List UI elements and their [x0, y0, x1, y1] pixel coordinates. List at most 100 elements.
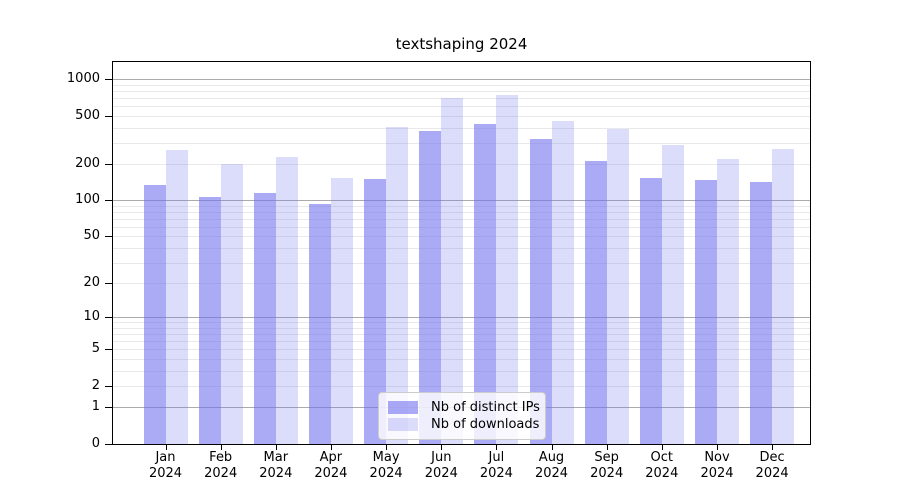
x-tick-month: Apr	[319, 450, 343, 465]
x-tick-month: Mar	[263, 450, 289, 465]
gridline-major	[113, 200, 810, 202]
bar-mar-downloads	[275, 157, 298, 444]
bar-jan-downloads	[165, 150, 188, 444]
x-tick-year: 2024	[700, 466, 734, 481]
gridline-minor	[113, 115, 810, 117]
gridline-minor	[113, 283, 810, 285]
gridline-minor	[113, 226, 810, 228]
x-tick-label: Jul 2024	[461, 450, 531, 482]
x-tick-mark	[717, 444, 718, 450]
gridline-major	[113, 79, 810, 81]
bar-may-distinct-ips	[364, 179, 387, 444]
x-tick-mark	[661, 444, 663, 450]
x-tick-mark	[496, 444, 498, 450]
x-tick-mark	[165, 444, 167, 450]
y-tick-label: 20	[83, 275, 100, 291]
x-tick-label: Mar 2024	[241, 450, 311, 482]
chart-title: textshaping 2024	[395, 35, 528, 53]
legend-item-distinct-ips: Nb of distinct IPs	[388, 400, 540, 415]
bar-jan-distinct-ips	[143, 184, 166, 444]
x-tick-year: 2024	[534, 466, 569, 481]
x-tick-label: Nov 2024	[682, 450, 752, 482]
x-tick-label: Aug 2024	[517, 450, 587, 482]
gridline-minor	[113, 359, 810, 360]
x-tick-year: 2024	[479, 466, 513, 481]
x-tick-month: Aug	[538, 450, 565, 465]
bar-nov-downloads	[717, 159, 739, 444]
bar-dec-downloads	[772, 149, 795, 444]
x-tick-mark	[220, 444, 222, 450]
y-tick-label: 5	[91, 341, 100, 357]
bar-may-downloads	[386, 126, 409, 444]
legend-swatch-distinct-ips	[388, 401, 418, 414]
x-tick-label: Sep 2024	[572, 450, 642, 482]
bar-oct-distinct-ips	[639, 177, 662, 444]
gridline-minor	[113, 91, 810, 92]
gridline-minor	[113, 164, 810, 165]
x-tick-month: Nov	[704, 450, 730, 465]
legend-item-downloads: Nb of downloads	[388, 417, 539, 432]
bar-jul-downloads	[496, 95, 519, 444]
y-tick-mark	[105, 236, 112, 238]
bar-feb-downloads	[220, 164, 243, 444]
x-tick-year: 2024	[424, 466, 458, 481]
x-tick-month: May	[372, 450, 400, 465]
x-tick-month: Jul	[488, 450, 505, 465]
gridline-minor	[113, 98, 810, 99]
bar-aug-distinct-ips	[529, 139, 552, 444]
x-tick-year: 2024	[590, 466, 624, 481]
gridline-minor	[113, 142, 810, 144]
bar-mar-distinct-ips	[253, 193, 276, 444]
x-tick-label: Jan 2024	[131, 450, 201, 482]
x-tick-month: Feb	[209, 450, 233, 465]
y-tick-label: 0	[91, 436, 100, 451]
gridline-minor	[113, 106, 810, 108]
gridline-minor	[113, 322, 810, 324]
y-tick-mark	[105, 317, 112, 319]
x-tick-year: 2024	[204, 466, 238, 481]
x-tick-label: Apr 2024	[296, 450, 366, 482]
legend-label-distinct-ips: Nb of distinct IPs	[431, 400, 540, 415]
x-tick-month: Jan	[155, 450, 176, 465]
y-tick-mark	[105, 349, 112, 351]
x-tick-year: 2024	[314, 466, 348, 481]
x-tick-mark	[441, 444, 443, 450]
bar-jun-distinct-ips	[419, 131, 442, 444]
legend-swatch-downloads	[388, 418, 418, 431]
x-tick-label: Feb 2024	[186, 450, 256, 482]
gridline-minor	[113, 236, 810, 238]
y-tick-label: 100	[75, 192, 100, 208]
gridline-minor	[113, 341, 810, 343]
x-tick-mark	[772, 444, 774, 450]
gridline-minor	[113, 370, 810, 372]
gridline-minor	[113, 218, 810, 220]
y-tick-label: 2	[91, 378, 100, 393]
gridline-minor	[113, 262, 810, 264]
bar-dec-distinct-ips	[750, 182, 773, 444]
gridline-minor	[113, 386, 810, 387]
bar-jun-downloads	[441, 98, 464, 444]
x-tick-month: Sep	[594, 450, 619, 465]
x-tick-mark	[275, 444, 277, 450]
y-tick-mark	[105, 79, 112, 81]
y-tick-mark	[105, 407, 112, 409]
bar-jul-distinct-ips	[474, 123, 497, 444]
x-tick-mark	[386, 444, 388, 450]
gridline-minor	[113, 349, 810, 351]
y-tick-label: 10	[83, 309, 100, 325]
gridline-minor	[113, 328, 810, 329]
gridline-minor	[113, 127, 810, 129]
x-tick-mark	[606, 444, 608, 450]
bar-aug-downloads	[551, 120, 574, 444]
gridline-minor	[113, 212, 810, 213]
gridline-minor	[113, 205, 810, 207]
y-tick-mark	[105, 444, 112, 445]
x-tick-year: 2024	[369, 466, 403, 481]
plot-area	[113, 62, 810, 444]
y-tick-mark	[105, 164, 112, 165]
x-tick-label: Oct 2024	[627, 450, 697, 482]
y-tick-mark	[105, 200, 112, 202]
y-tick-mark	[105, 115, 112, 117]
x-tick-label: May 2024	[351, 450, 421, 482]
x-tick-year: 2024	[645, 466, 679, 481]
